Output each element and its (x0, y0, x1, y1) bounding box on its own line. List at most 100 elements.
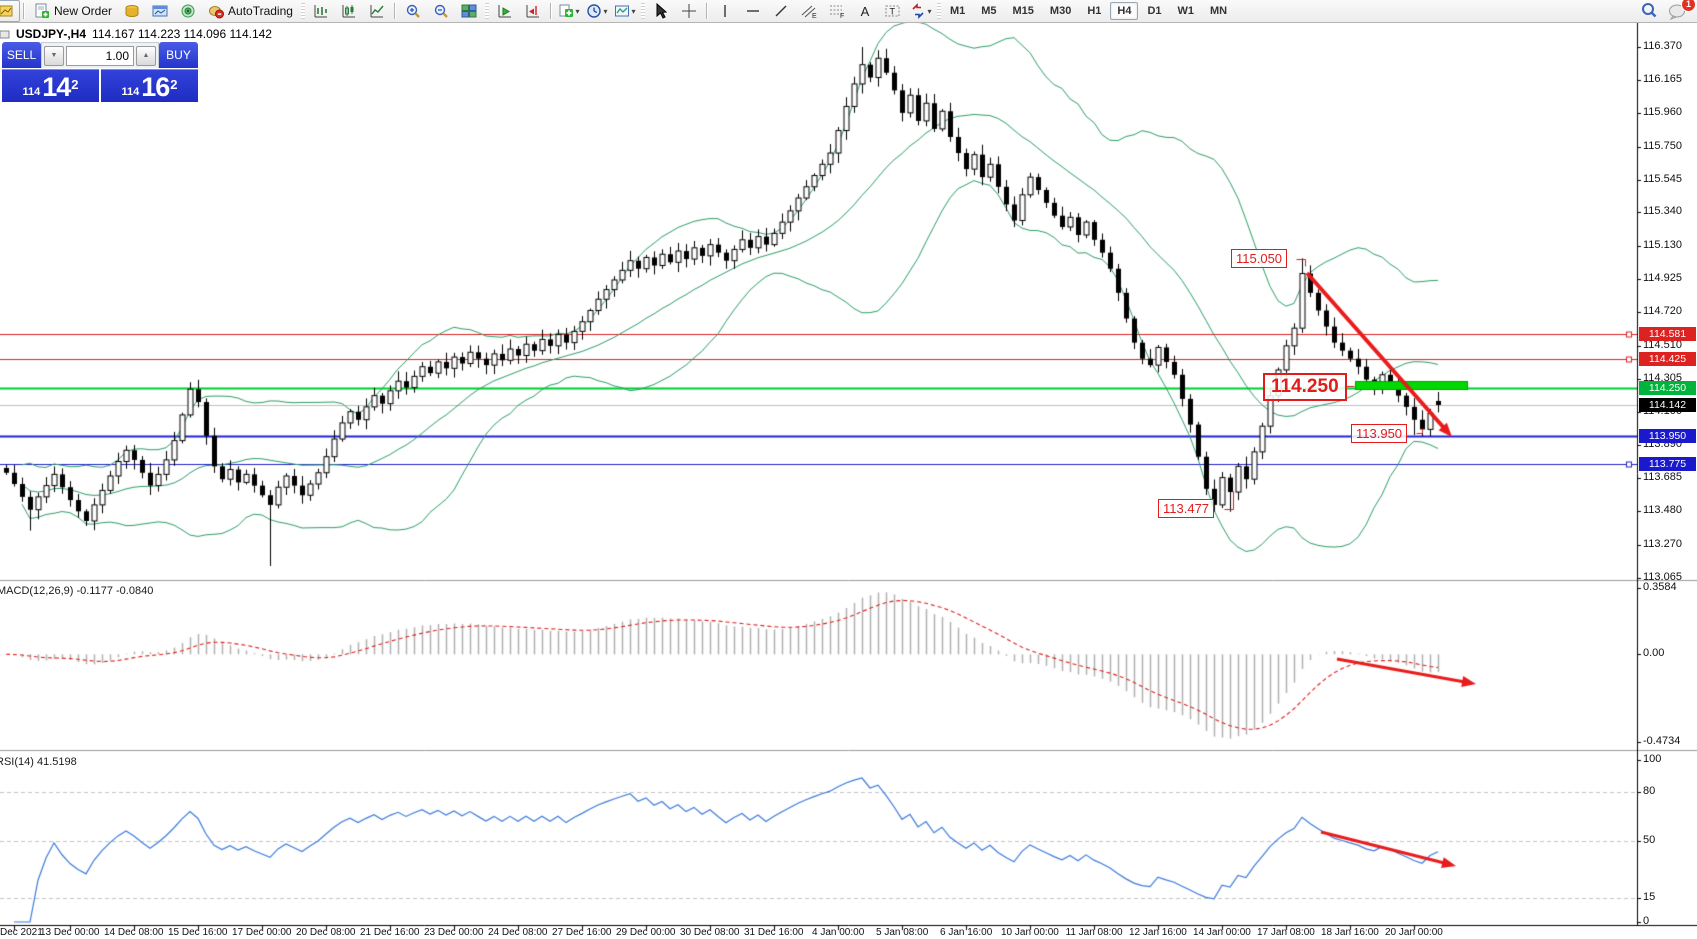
notification-badge: 1 (1681, 0, 1696, 12)
tab-timeframe-m1[interactable]: M1 (949, 5, 966, 17)
date-label: 13 Dec 00:00 (40, 927, 100, 938)
svg-text:F: F (840, 13, 844, 19)
price-callout[interactable]: 113.950 (1351, 424, 1408, 443)
horizontal-line-icon[interactable] (739, 0, 767, 22)
volume-decrease-button[interactable]: ▼ (44, 45, 64, 66)
arrows-button[interactable]: ▾ (907, 0, 935, 22)
tab-timeframe-mn[interactable]: MN (1210, 5, 1228, 17)
ask-pips: 16 (141, 72, 170, 102)
trendline-icon[interactable] (767, 0, 795, 22)
tab-timeframe-m5[interactable]: M5 (981, 5, 997, 17)
tab-timeframe-m30[interactable]: M30 (1049, 5, 1072, 17)
market-watch-icon[interactable] (146, 0, 174, 22)
chart-profiles-icon[interactable] (118, 0, 146, 22)
text-icon[interactable]: A (860, 3, 870, 19)
price-callout[interactable]: 113.477 (1158, 499, 1215, 518)
search-icon[interactable] (1635, 0, 1663, 22)
bid-price-box[interactable]: 114 14 2 (2, 69, 99, 102)
templates-button[interactable]: ▾ (611, 0, 639, 22)
ask-point: 2 (170, 77, 178, 92)
tab-timeframe-d1[interactable]: D1 (1147, 5, 1162, 17)
date-label: 18 Jan 16:00 (1321, 927, 1379, 938)
sell-button[interactable]: SELL (2, 42, 41, 68)
price-level-badge: 113.950 (1639, 428, 1696, 443)
cursor-icon[interactable] (647, 0, 675, 22)
date-label: 29 Dec 00:00 (616, 927, 676, 938)
rsi-tick-label: 50 (1643, 834, 1656, 846)
price-callout[interactable]: 114.250 (1263, 373, 1347, 401)
date-label: Dec 2021 (0, 927, 43, 938)
line-chart-icon[interactable] (363, 0, 391, 22)
crosshair-icon[interactable] (675, 0, 703, 22)
price-level-badge: 114.581 (1639, 327, 1696, 342)
bid-point: 2 (71, 77, 79, 92)
price-tick-label: 115.130 (1643, 239, 1682, 252)
one-click-trading-panel: SELL ▼ ▲ BUY 114 14 2 114 16 2 (2, 42, 198, 102)
candlestick-chart-icon[interactable] (335, 0, 363, 22)
chart-shift-icon[interactable] (519, 0, 547, 22)
bid-pips: 14 (42, 72, 71, 102)
notifications-chat-icon[interactable]: 1 (1663, 0, 1696, 22)
new-order-button[interactable]: New Order (28, 0, 118, 22)
fibonacci-icon[interactable]: F (823, 0, 851, 22)
zoom-in-icon[interactable] (399, 0, 427, 22)
rsi-tick-label: 80 (1643, 785, 1656, 798)
svg-text:E: E (812, 13, 817, 19)
chevron-down-icon: ▾ (575, 6, 580, 16)
text-label-icon[interactable]: T (879, 0, 907, 22)
price-callout[interactable]: 115.050 (1231, 249, 1288, 268)
price-tick-label: 113.065 (1643, 571, 1682, 583)
date-label: 11 Jan 08:00 (1065, 927, 1123, 938)
date-label: 30 Dec 08:00 (680, 927, 740, 938)
zoom-out-icon[interactable] (427, 0, 455, 22)
rsi-tick-label: 0 (1643, 915, 1650, 927)
tab-timeframe-w1[interactable]: W1 (1177, 5, 1195, 17)
volume-increase-button[interactable]: ▲ (136, 45, 156, 66)
tile-windows-icon[interactable] (455, 0, 483, 22)
bar-chart-icon[interactable] (307, 0, 335, 22)
date-label: 27 Dec 16:00 (552, 927, 612, 938)
date-label: 14 Dec 08:00 (104, 927, 164, 938)
date-label: 20 Jan 00:00 (1385, 927, 1443, 938)
price-tick-label: 113.480 (1643, 504, 1682, 517)
date-label: 6 Jan 16:00 (940, 927, 993, 938)
price-tick-label: 116.370 (1643, 40, 1682, 52)
volume-input[interactable] (66, 45, 134, 66)
periods-button[interactable]: ▾ (583, 0, 611, 22)
vertical-line-icon[interactable] (711, 0, 739, 22)
autotrading-button[interactable]: AutoTrading (202, 0, 299, 22)
macd-indicator-label: MACD(12,26,9) -0.1177 -0.0840 (0, 585, 154, 597)
price-tick-label: 113.270 (1643, 538, 1682, 551)
indicators-button[interactable]: ▾ (555, 0, 583, 22)
bid-prefix: 114 (22, 86, 41, 98)
main-toolbar: New Order AutoTrading (0, 0, 1697, 23)
tab-timeframe-h4[interactable]: H4 (1110, 2, 1139, 20)
app-chart-icon[interactable] (0, 0, 20, 22)
svg-text:T: T (889, 7, 895, 17)
equidistant-channel-icon[interactable]: E (795, 0, 823, 22)
macd-tick-label: 0.00 (1643, 647, 1665, 659)
rsi-tick-label: 15 (1643, 890, 1656, 903)
date-label: 23 Dec 00:00 (424, 927, 484, 938)
price-tick-label: 115.340 (1643, 205, 1682, 218)
date-label: 21 Dec 16:00 (360, 927, 420, 938)
volume-control: ▼ ▲ (41, 42, 159, 68)
date-label: 10 Jan 00:00 (1001, 927, 1059, 938)
date-label: 24 Dec 08:00 (488, 927, 548, 938)
date-label: 5 Jan 08:00 (876, 927, 929, 938)
signals-icon[interactable] (174, 0, 202, 22)
tab-timeframe-m15[interactable]: M15 (1012, 5, 1034, 17)
new-order-label: New Order (54, 4, 113, 18)
date-label: 15 Dec 16:00 (168, 927, 228, 938)
auto-scroll-icon[interactable] (491, 0, 519, 22)
price-level-badge: 114.250 (1639, 380, 1696, 395)
price-tick-label: 114.925 (1643, 272, 1682, 285)
date-label: 4 Jan 00:00 (812, 927, 865, 938)
buy-button[interactable]: BUY (159, 42, 198, 68)
price-tick-label: 114.720 (1643, 305, 1682, 318)
tab-timeframe-h1[interactable]: H1 (1087, 5, 1102, 17)
price-level-badge: 114.142 (1639, 397, 1696, 412)
ask-price-box[interactable]: 114 16 2 (101, 69, 198, 102)
